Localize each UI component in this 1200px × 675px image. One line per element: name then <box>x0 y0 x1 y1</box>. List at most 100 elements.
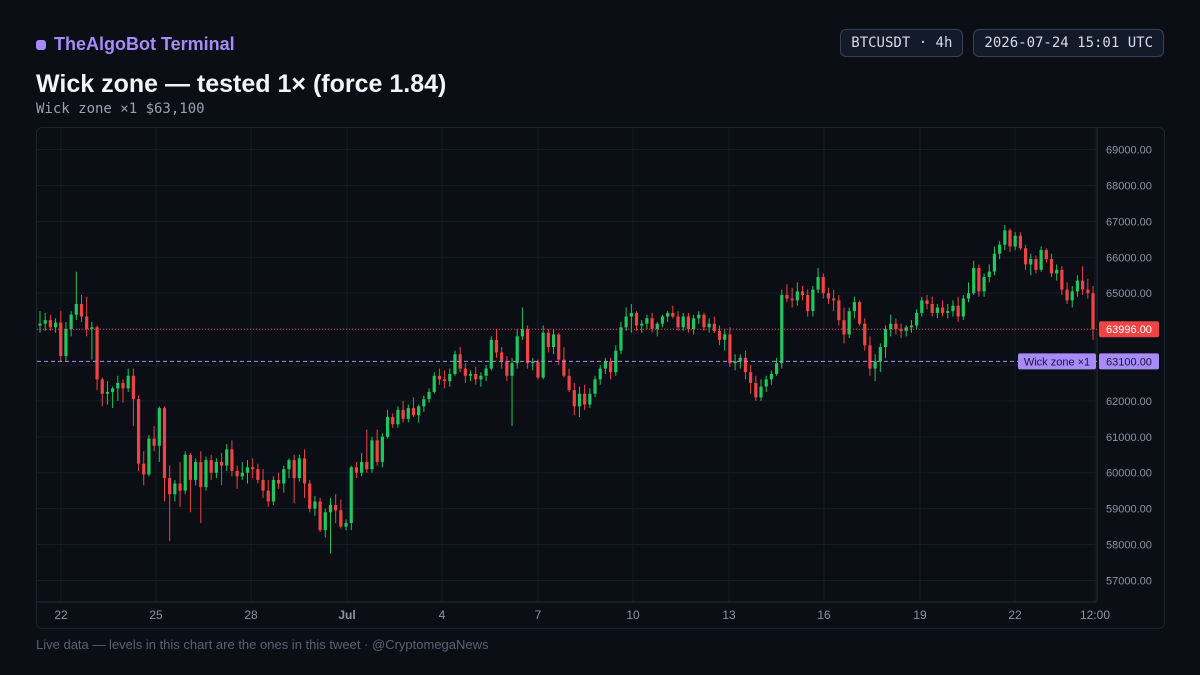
candle-body <box>557 334 561 360</box>
candle-body <box>1065 289 1069 301</box>
candle-body <box>920 300 924 313</box>
candle-body <box>95 327 99 380</box>
candle-body <box>676 316 680 328</box>
candle-body <box>634 312 639 326</box>
candle-body <box>1013 235 1017 247</box>
y-tick-label: 60000.00 <box>1106 468 1152 480</box>
candle-body <box>889 323 893 330</box>
candle-body <box>199 461 203 488</box>
candle-body <box>318 501 322 531</box>
candle-body <box>624 316 628 328</box>
candle-body <box>442 379 447 382</box>
candle-body <box>437 375 442 380</box>
candle-body <box>728 334 732 364</box>
x-tick-label: Jul <box>338 608 355 622</box>
candle-body <box>894 323 898 330</box>
candle-body <box>847 311 851 335</box>
candle-body <box>686 316 691 330</box>
candlestick-chart-svg[interactable]: 22 25 28 Jul 4 7 10 13 16 19 22 12:00 69000.00 68000.… <box>37 128 1164 628</box>
candle-body <box>121 382 125 389</box>
candle-body <box>723 334 727 340</box>
candle-body <box>142 463 146 475</box>
candle-body <box>966 293 971 299</box>
candle-body <box>982 277 986 292</box>
candle-body <box>1003 230 1007 245</box>
price-chart[interactable]: 22 25 28 Jul 4 7 10 13 16 19 22 12:00 69000.00 68000.… <box>36 127 1165 629</box>
candle-body <box>671 312 675 317</box>
timestamp-badge: 2026-07-24 15:01 UTC <box>973 29 1164 57</box>
candle-body <box>256 469 260 480</box>
candle-body <box>411 408 416 416</box>
candle-body <box>738 357 742 362</box>
candle-body <box>370 440 374 470</box>
symbol-interval-badge[interactable]: BTCUSDT · 4h <box>840 29 964 57</box>
candle-body <box>899 329 903 331</box>
candle-body <box>235 470 239 477</box>
candle-body <box>909 325 914 328</box>
candle-body <box>588 393 592 405</box>
candle-body <box>640 323 644 326</box>
last-price-label: 63996.00 <box>1106 324 1152 336</box>
candle-body <box>1075 280 1080 292</box>
candle-body <box>261 479 265 491</box>
candle-body <box>702 314 706 328</box>
candle-body <box>494 339 499 353</box>
candle-body <box>339 510 343 527</box>
candle-body <box>852 302 856 312</box>
candle-body <box>453 354 457 374</box>
candle-body <box>774 363 779 374</box>
x-tick-label: 7 <box>535 608 542 622</box>
candle-body <box>977 268 981 292</box>
y-tick-label: 69000.00 <box>1106 145 1152 157</box>
candle-body <box>868 345 872 369</box>
y-tick-label: 67000.00 <box>1106 216 1152 228</box>
candle-body <box>157 408 161 446</box>
candle-body <box>432 375 436 392</box>
candle-body <box>619 327 623 351</box>
candle-body <box>946 311 950 313</box>
candle-body <box>152 438 156 446</box>
x-tick-label: 10 <box>626 608 640 622</box>
candle-body <box>505 361 509 376</box>
candle-body <box>162 408 167 479</box>
candle-body <box>904 327 908 331</box>
candle-body <box>961 298 965 317</box>
candle-body <box>380 436 384 462</box>
candle-body <box>826 293 831 299</box>
candle-body <box>59 322 63 357</box>
candle-body <box>116 382 120 389</box>
last-price-label-bg <box>1099 321 1159 338</box>
candle-body <box>608 361 613 373</box>
y-tick-label: 65000.00 <box>1106 288 1152 300</box>
candle-body <box>53 322 58 328</box>
candle-body <box>1091 293 1095 330</box>
candle-body <box>354 467 359 473</box>
candle-body <box>832 298 836 301</box>
candle-body <box>660 316 665 324</box>
candle-body <box>707 323 711 328</box>
candle-body <box>785 294 789 299</box>
wick-zone-tag: Wick zone ×1 <box>1024 356 1090 368</box>
candle-body <box>520 329 525 337</box>
candle-body <box>821 277 825 294</box>
y-tick-label: 61000.00 <box>1106 432 1152 444</box>
candle-body <box>1081 280 1085 290</box>
candle-body <box>577 393 582 407</box>
candle-body <box>287 460 291 470</box>
candle-body <box>598 368 602 380</box>
candle-body <box>811 289 815 312</box>
x-tick-label: 16 <box>817 608 831 622</box>
candle-body <box>1049 259 1054 274</box>
candle-body <box>998 244 1002 254</box>
candle-body <box>277 479 281 484</box>
candle-body <box>271 479 276 502</box>
candle-body <box>100 379 104 394</box>
candle-body <box>292 460 296 479</box>
candle-body <box>173 483 177 495</box>
candle-body <box>603 361 608 369</box>
candle-body <box>328 505 333 513</box>
candle-body <box>536 361 540 378</box>
candle-body <box>878 347 882 362</box>
candle-body <box>842 320 846 335</box>
wick-zone-price-label: 63100.00 <box>1106 356 1152 368</box>
